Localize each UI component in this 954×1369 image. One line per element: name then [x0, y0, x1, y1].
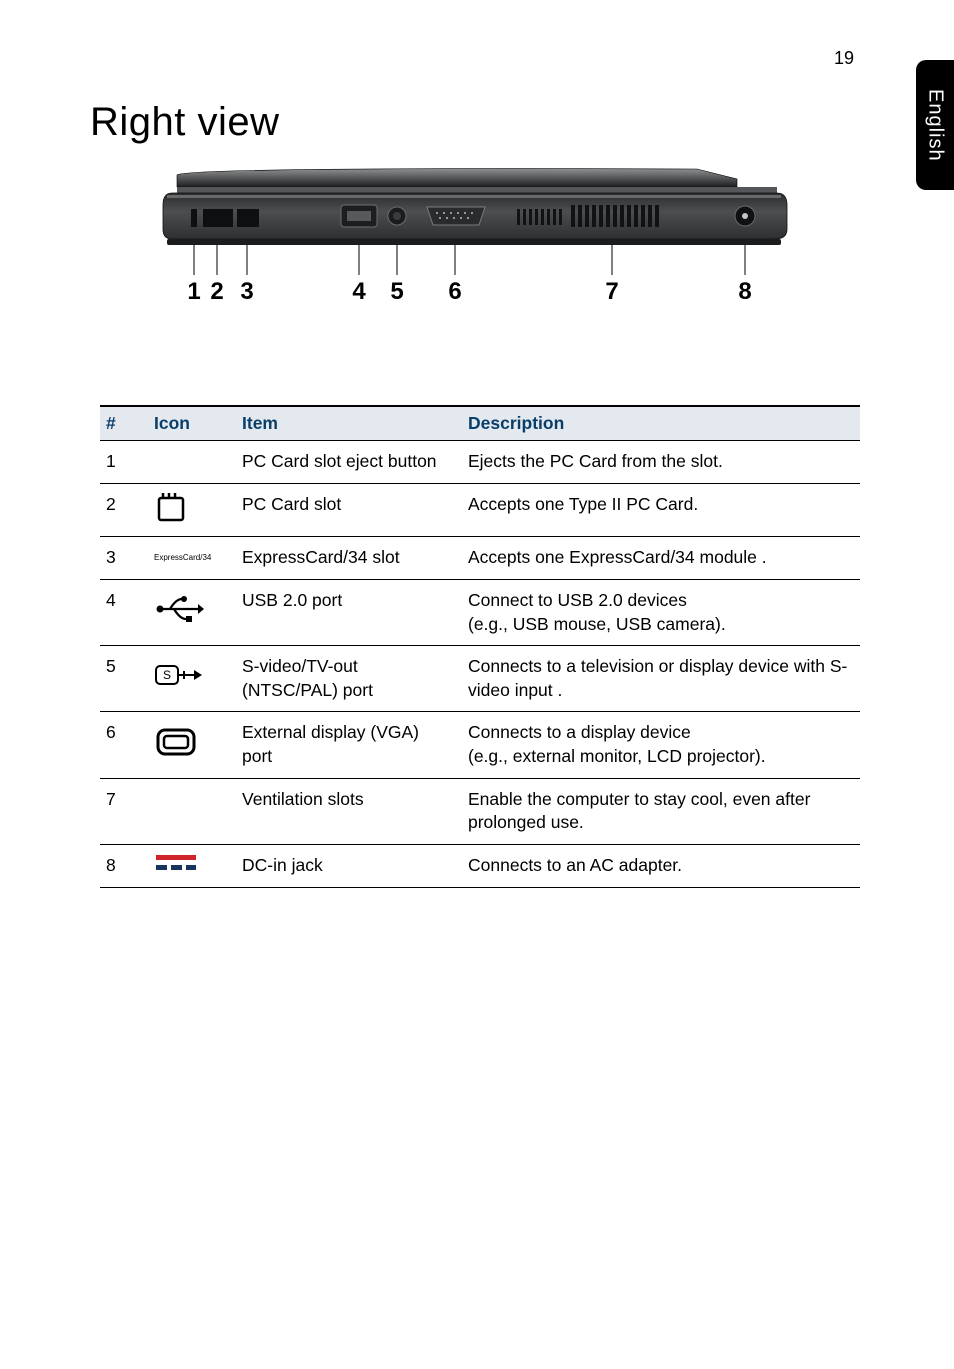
- usb-icon: [148, 579, 236, 645]
- table-row: 5 S S-video/TV-out (NTSC/PAL) port Conne…: [100, 646, 860, 712]
- col-desc: Description: [462, 406, 860, 441]
- language-tab-label: English: [924, 89, 947, 162]
- expresscard-icon: ExpressCard/34: [148, 537, 236, 580]
- row-desc: Connects to a display device (e.g., exte…: [462, 712, 860, 778]
- col-item: Item: [236, 406, 462, 441]
- row-item: ExpressCard/34 slot: [236, 537, 462, 580]
- row-item: USB 2.0 port: [236, 579, 462, 645]
- vga-icon: [148, 712, 236, 778]
- table-row: 2 PC Card slot Accepts one Type II PC Ca…: [100, 483, 860, 537]
- table-header-row: # Icon Item Description: [100, 406, 860, 441]
- svideo-icon: S: [148, 646, 236, 712]
- row-item: DC-in jack: [236, 844, 462, 887]
- row-desc: Enable the computer to stay cool, even a…: [462, 778, 860, 844]
- page: 19 English Right view: [0, 0, 954, 1369]
- pccard-icon: [148, 483, 236, 537]
- row-desc: Ejects the PC Card from the slot.: [462, 441, 860, 484]
- row-desc: Accepts one Type II PC Card.: [462, 483, 860, 537]
- row-item: External display (VGA) port: [236, 712, 462, 778]
- row-num: 4: [100, 579, 148, 645]
- row-num: 1: [100, 441, 148, 484]
- table-row: 1 PC Card slot eject button Ejects the P…: [100, 441, 860, 484]
- table-row: 8 DC-in jack Connects to an AC adapter.: [100, 844, 860, 887]
- callout-4: 4: [352, 278, 366, 305]
- page-title: Right view: [90, 100, 864, 145]
- table-row: 3 ExpressCard/34 ExpressCard/34 slot Acc…: [100, 537, 860, 580]
- col-num: #: [100, 406, 148, 441]
- row-item: S-video/TV-out (NTSC/PAL) port: [236, 646, 462, 712]
- row-item: PC Card slot eject button: [236, 441, 462, 484]
- row-icon: [148, 778, 236, 844]
- callout-5: 5: [390, 278, 403, 305]
- expresscard-label: ExpressCard/34: [154, 553, 226, 564]
- language-tab: English: [916, 60, 954, 190]
- table-row: 6 External display (VGA) port Connects t…: [100, 712, 860, 778]
- svg-text:S: S: [163, 668, 171, 682]
- row-desc: Connects to a television or display devi…: [462, 646, 860, 712]
- row-num: 5: [100, 646, 148, 712]
- row-item: Ventilation slots: [236, 778, 462, 844]
- callout-8: 8: [738, 278, 751, 305]
- callout-1: 1: [187, 278, 200, 305]
- row-num: 2: [100, 483, 148, 537]
- table-row: 7 Ventilation slots Enable the computer …: [100, 778, 860, 844]
- row-desc: Connect to USB 2.0 devices (e.g., USB mo…: [462, 579, 860, 645]
- callout-6: 6: [448, 278, 461, 305]
- row-num: 3: [100, 537, 148, 580]
- dcin-icon: [148, 844, 236, 887]
- callout-3: 3: [240, 278, 253, 305]
- col-icon: Icon: [148, 406, 236, 441]
- row-desc: Connects to an AC adapter.: [462, 844, 860, 887]
- table-row: 4 USB 2.0 port Connect to USB 2.0 device…: [100, 579, 860, 645]
- row-num: 6: [100, 712, 148, 778]
- row-num: 8: [100, 844, 148, 887]
- ports-table: # Icon Item Description 1 PC Card slot e…: [100, 405, 860, 888]
- row-item: PC Card slot: [236, 483, 462, 537]
- row-num: 7: [100, 778, 148, 844]
- callout-2: 2: [210, 278, 223, 305]
- row-desc: Accepts one ExpressCard/34 module .: [462, 537, 860, 580]
- laptop-right-view-svg: 1 2 3 4 5 6 7 8: [137, 165, 817, 335]
- right-view-diagram: 1 2 3 4 5 6 7 8: [137, 165, 817, 335]
- callout-7: 7: [605, 278, 618, 305]
- page-number: 19: [834, 48, 854, 69]
- row-icon: [148, 441, 236, 484]
